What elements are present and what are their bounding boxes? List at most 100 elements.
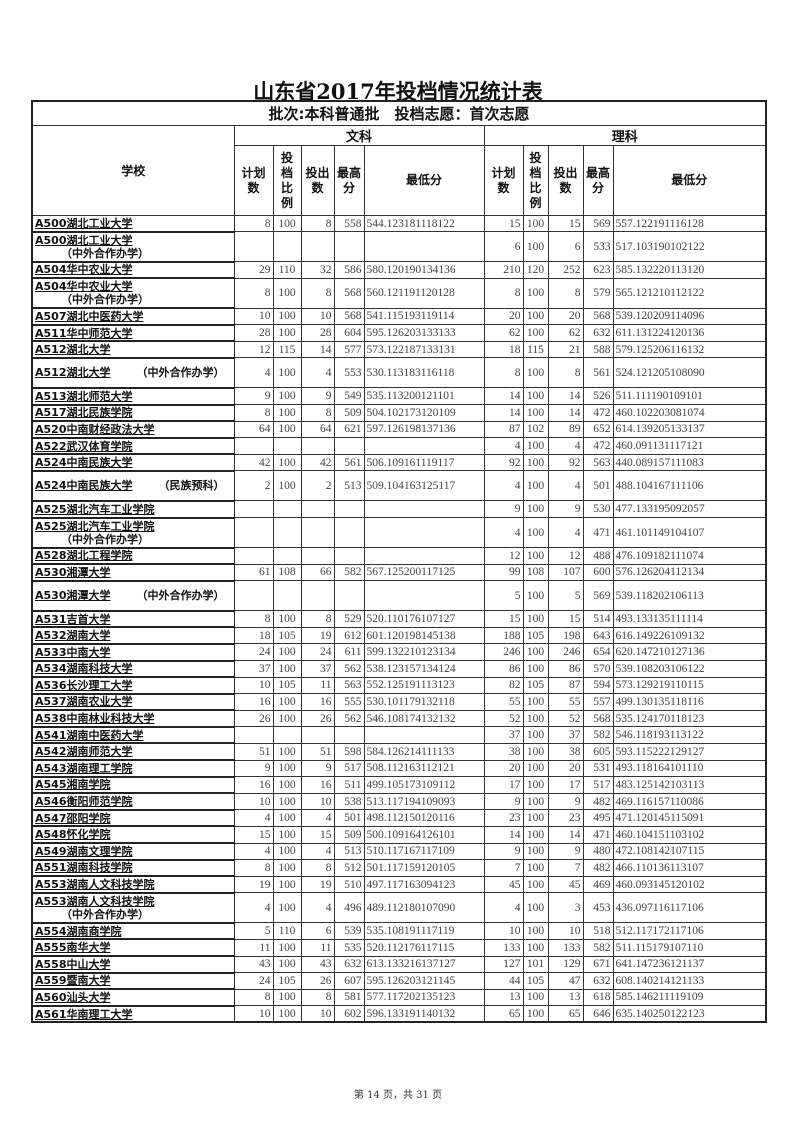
cell-out-wen: 11 [300, 676, 335, 695]
cell-ratio-li: 100 [522, 709, 549, 728]
cell-plan-wen: 8 [233, 610, 274, 628]
col-max-li: 最高分 [582, 145, 614, 216]
cell-min-wen: 513.117194109093 [363, 792, 485, 811]
cell-min-wen [363, 231, 485, 263]
cell-out-wen: 10 [300, 1005, 335, 1023]
table-row: A530湘潭大学 （中外合作办学） 5 100 5 569 539.118202106113 [31, 580, 767, 612]
cell-ratio-wen: 100 [272, 277, 302, 309]
cell-plan-li: 4 [483, 517, 524, 549]
cell-max-wen: 511 [333, 776, 365, 794]
school-name: A517湖北民族学院 [31, 404, 235, 423]
cell-min-li: 616.149226109132 [612, 626, 767, 645]
cell-max-li: 501 [582, 470, 614, 502]
cell-min-wen: 520.110176107127 [363, 610, 485, 628]
cell-plan-li: 55 [483, 693, 524, 711]
cell-max-li: 652 [582, 420, 614, 439]
table-row: A500湖北工业大学 8 100 8 558 544.123181118122 15 100 1… [31, 214, 767, 233]
school-name-suffix: （中外合作办学） [136, 589, 225, 603]
cell-ratio-wen: 100 [272, 324, 302, 342]
col-plan-wen: 计划数 [233, 145, 274, 216]
school-name-suffix: （中外合作办学） [136, 366, 225, 380]
cell-min-li: 440.089157111083 [612, 453, 767, 472]
cell-plan-wen [233, 500, 274, 519]
cell-ratio-wen: 100 [272, 859, 302, 877]
school-name: A547邵阳学院 [31, 809, 235, 828]
cell-plan-wen: 5 [233, 922, 274, 940]
cell-max-wen: 612 [333, 626, 365, 645]
cell-out-li: 10 [547, 922, 584, 940]
table-row: A504华中农业大学（中外合作办学） 8 100 8 568 560.1211911201… [31, 277, 767, 310]
school-name-text: A500湖北工业大学 [35, 233, 133, 247]
cell-max-li: 569 [582, 580, 614, 612]
cell-plan-li: 9 [483, 842, 524, 861]
cell-plan-li: 9 [483, 500, 524, 519]
cell-ratio-wen: 100 [272, 470, 302, 502]
cell-min-wen: 520.112176117115 [363, 938, 485, 957]
cell-ratio-li: 102 [522, 420, 549, 439]
cell-out-li: 89 [547, 420, 584, 439]
school-name-text: A554湖南商学院 [35, 924, 122, 938]
school-name-text: A553湖南人文科技学院 [35, 878, 155, 892]
cell-max-li: 623 [582, 261, 614, 279]
school-name: A504华中农业大学 [31, 261, 235, 280]
cell-min-wen [363, 547, 485, 565]
school-name-text: A547邵阳学院 [35, 811, 111, 825]
cell-min-wen [363, 726, 485, 744]
cell-min-wen: 541.115193119114 [363, 307, 485, 326]
cell-ratio-li: 105 [522, 676, 549, 695]
cell-out-wen: 10 [300, 307, 335, 326]
cell-ratio-wen: 100 [272, 610, 302, 628]
cell-out-li: 62 [547, 324, 584, 342]
cell-out-li: 14 [547, 825, 584, 844]
school-name-text: A512湖北大学 [35, 366, 111, 380]
table-row: A561华南理工大学 10 100 10 602 596.133191140132 65 10… [31, 1005, 767, 1024]
cell-min-wen: 530.113183116118 [363, 357, 485, 389]
school-name: A524中南民族大学 （民族预科） [31, 470, 235, 502]
table-row: A553湖南人文科技学院 19 100 19 510 497.117163094123 45… [31, 875, 767, 894]
cell-max-wen: 512 [333, 859, 365, 877]
cell-max-li: 605 [582, 742, 614, 761]
cell-ratio-li: 100 [522, 580, 549, 612]
table-row: A555南华大学 11 100 11 535 520.112176117115 133 100… [31, 938, 767, 957]
col-out-wen: 投出数 [300, 145, 335, 216]
cell-max-wen: 509 [333, 825, 365, 844]
cell-min-wen: 567.125200117125 [363, 563, 485, 582]
cell-min-wen: 544.123181118122 [363, 214, 485, 233]
cell-plan-li: 13 [483, 988, 524, 1007]
cell-plan-li: 99 [483, 563, 524, 582]
cell-max-li: 563 [582, 453, 614, 472]
cell-min-li: 460.093145120102 [612, 875, 767, 894]
col-max-wen: 最高分 [333, 145, 365, 216]
table-row: A525湖北汽车工业学院（中外合作办学） 4 100 4 471 461.10114910… [31, 517, 767, 549]
cell-ratio-li: 105 [522, 626, 549, 645]
table-row: A533中南大学 24 100 24 611 599.132210123134 246 100… [31, 643, 767, 662]
cell-out-li: 52 [547, 709, 584, 728]
cell-min-li: 493.118164101110 [612, 759, 767, 778]
cell-out-wen [300, 231, 335, 263]
school-name: A545湘南学院 [31, 776, 235, 795]
cell-min-li: 483.125142103113 [612, 776, 767, 794]
cell-out-wen: 8 [300, 988, 335, 1007]
school-name: A525湖北汽车工业学院 [31, 500, 235, 519]
cell-out-wen: 8 [300, 859, 335, 877]
cell-min-wen: 613.133216137127 [363, 955, 485, 974]
cell-plan-wen: 10 [233, 1005, 274, 1023]
cell-max-wen: 562 [333, 709, 365, 728]
cell-plan-wen: 9 [233, 387, 274, 406]
cell-ratio-li: 100 [522, 214, 549, 233]
cell-min-li: 477.133195092057 [612, 500, 767, 519]
cell-out-li: 87 [547, 676, 584, 695]
cell-max-li: 471 [582, 825, 614, 844]
cell-out-wen: 6 [300, 922, 335, 940]
table-row: A524中南民族大学 （民族预科） 2 100 2 513 509.104163125117… [31, 470, 767, 502]
cell-out-li: 38 [547, 742, 584, 761]
cell-min-wen: 510.117167117109 [363, 842, 485, 861]
cell-plan-wen: 51 [233, 742, 274, 761]
cell-ratio-li: 100 [522, 859, 549, 877]
school-name: A513湖北师范大学 [31, 387, 235, 406]
page-footer: 第 14 页，共 31 页 [353, 1090, 443, 1101]
cell-min-wen [363, 517, 485, 549]
cell-out-wen: 19 [300, 875, 335, 894]
col-ratio-wen: 投档比例 [272, 145, 302, 216]
school-name-text: A513湖北师范大学 [35, 389, 133, 403]
